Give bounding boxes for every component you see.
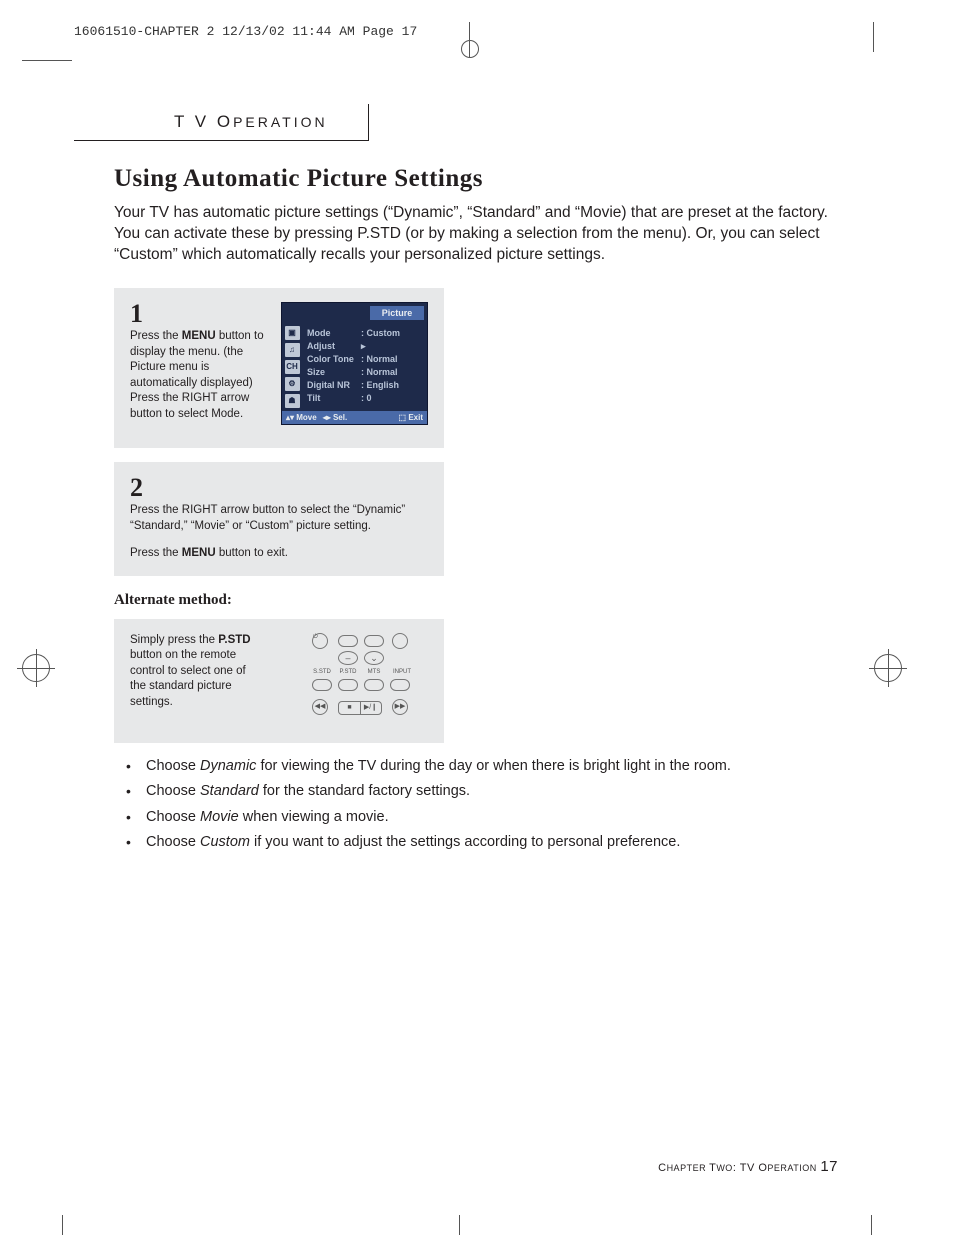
remote-lbl-sstd: S.STD (312, 669, 332, 675)
osd-icon-channel: CH (285, 360, 300, 374)
step-2-text-2: Press the MENU button to exit. (130, 546, 428, 562)
page-number: 17 (820, 1158, 838, 1175)
bullet-standard: Choose Standard for the standard factory… (114, 782, 838, 802)
remote-illustration: ⏻ – ⌄ S.STD P.STD MTS INPUT ◀◀ (298, 633, 428, 729)
osd-icon-setup: ⚙ (285, 377, 300, 391)
bullet-movie: Choose Movie when viewing a movie. (114, 808, 838, 828)
alt-before: Simply press the (130, 634, 218, 646)
page-frame: T V OPERATION Using Automatic Picture Se… (74, 58, 868, 1195)
crop-mark-top (459, 22, 479, 58)
remote-lbl-input: INPUT (390, 669, 414, 675)
remote-ff-btn: ▶▶ (392, 699, 408, 715)
remote-top-btn1 (338, 635, 358, 647)
crop-mark-tr (873, 22, 874, 52)
remote-down-btn: ⌄ (364, 651, 384, 665)
osd-footer-sel: ◂▸ Sel. (323, 413, 347, 422)
remote-playstop-btn: ■ ▶/❙ (338, 701, 382, 715)
crop-header-text: 16061510-CHAPTER 2 12/13/02 11:44 AM Pag… (74, 24, 417, 39)
osd-main: Mode: Custom Adjust▸ Color Tone: Normal … (302, 323, 427, 411)
tab-prefix: T V O (174, 112, 233, 131)
page-footer: CHAPTER TWO: TV OPERATION 17 (658, 1158, 838, 1175)
crop-line-left (22, 60, 72, 61)
step1-t1: Press the (130, 330, 182, 342)
osd-row-colortone: Color Tone: Normal (307, 353, 422, 366)
remote-tv-icon (392, 633, 408, 649)
page-title: Using Automatic Picture Settings (114, 165, 838, 193)
step-1-block: 1 Press the MENU button to display the m… (114, 288, 444, 448)
step1-bold: MENU (182, 330, 216, 342)
bullet-dynamic: Choose Dynamic for viewing the TV during… (114, 757, 838, 777)
crop-tick-bc (459, 1215, 460, 1235)
osd-footer-move: ▴▾ Move (286, 413, 317, 422)
crop-tick-br (871, 1215, 872, 1235)
crop-tick-bl (62, 1215, 63, 1235)
registration-mark-right (874, 654, 902, 682)
remote-stop-icon: ■ (339, 702, 360, 714)
s2-bold: MENU (182, 547, 216, 559)
tab-rest: PERATION (233, 114, 328, 130)
step-2-block: 2 Press the RIGHT arrow button to select… (114, 462, 444, 576)
s2-before: Press the (130, 547, 182, 559)
osd-row-tilt: Tilt: 0 (307, 392, 422, 405)
remote-mts-btn (364, 679, 384, 691)
step-2-number: 2 (130, 476, 428, 499)
osd-footer-exit: ⬚ Exit (399, 413, 423, 422)
alternate-method-heading: Alternate method: (114, 592, 838, 609)
remote-lbl-mts: MTS (364, 669, 384, 675)
alternate-block: Simply press the P.STD button on the rem… (114, 619, 444, 743)
step-1-text: Press the MENU button to display the men… (130, 329, 265, 422)
osd-row-digitalnr: Digital NR: English (307, 379, 422, 392)
mode-bullet-list: Choose Dynamic for viewing the TV during… (114, 757, 838, 853)
alternate-text: Simply press the P.STD button on the rem… (130, 633, 256, 711)
remote-pstd-btn (338, 679, 358, 691)
remote-top-btn2 (364, 635, 384, 647)
osd-title: Picture (370, 306, 424, 320)
osd-icon-cc: ☗ (285, 394, 300, 408)
remote-input-btn (390, 679, 410, 691)
osd-sidebar: ▣ ♫ CH ⚙ ☗ (282, 323, 302, 411)
remote-lbl-pstd: P.STD (338, 669, 358, 675)
osd-row-adjust: Adjust▸ (307, 340, 422, 353)
remote-rew-btn: ◀◀ (312, 699, 328, 715)
s2-after: button to exit. (216, 547, 288, 559)
registration-mark-left (22, 654, 50, 682)
step-2-text-1: Press the RIGHT arrow button to select t… (130, 503, 428, 534)
section-tab: T V OPERATION (74, 104, 369, 141)
alt-bold: P.STD (218, 634, 250, 646)
remote-minus-btn: – (338, 651, 358, 665)
remote-power-icon: ⏻ (312, 633, 328, 649)
osd-menu-screenshot: Picture ▣ ♫ CH ⚙ ☗ Mode: Custom (281, 302, 428, 425)
osd-row-size: Size: Normal (307, 366, 422, 379)
content-area: T V OPERATION Using Automatic Picture Se… (114, 58, 838, 853)
osd-row-mode: Mode: Custom (307, 327, 422, 340)
osd-icon-picture: ▣ (285, 326, 300, 340)
remote-play-icon: ▶/❙ (360, 702, 381, 714)
osd-footer: ▴▾ Move ◂▸ Sel. ⬚ Exit (282, 411, 427, 424)
alt-after: button on the remote control to select o… (130, 649, 246, 708)
bullet-custom: Choose Custom if you want to adjust the … (114, 833, 838, 853)
step1-t2: button to display the menu. (the Picture… (130, 330, 264, 420)
step-1-number: 1 (130, 302, 265, 325)
intro-paragraph: Your TV has automatic picture settings (… (114, 203, 834, 266)
osd-icon-sound: ♫ (285, 343, 300, 357)
remote-sstd-btn (312, 679, 332, 691)
